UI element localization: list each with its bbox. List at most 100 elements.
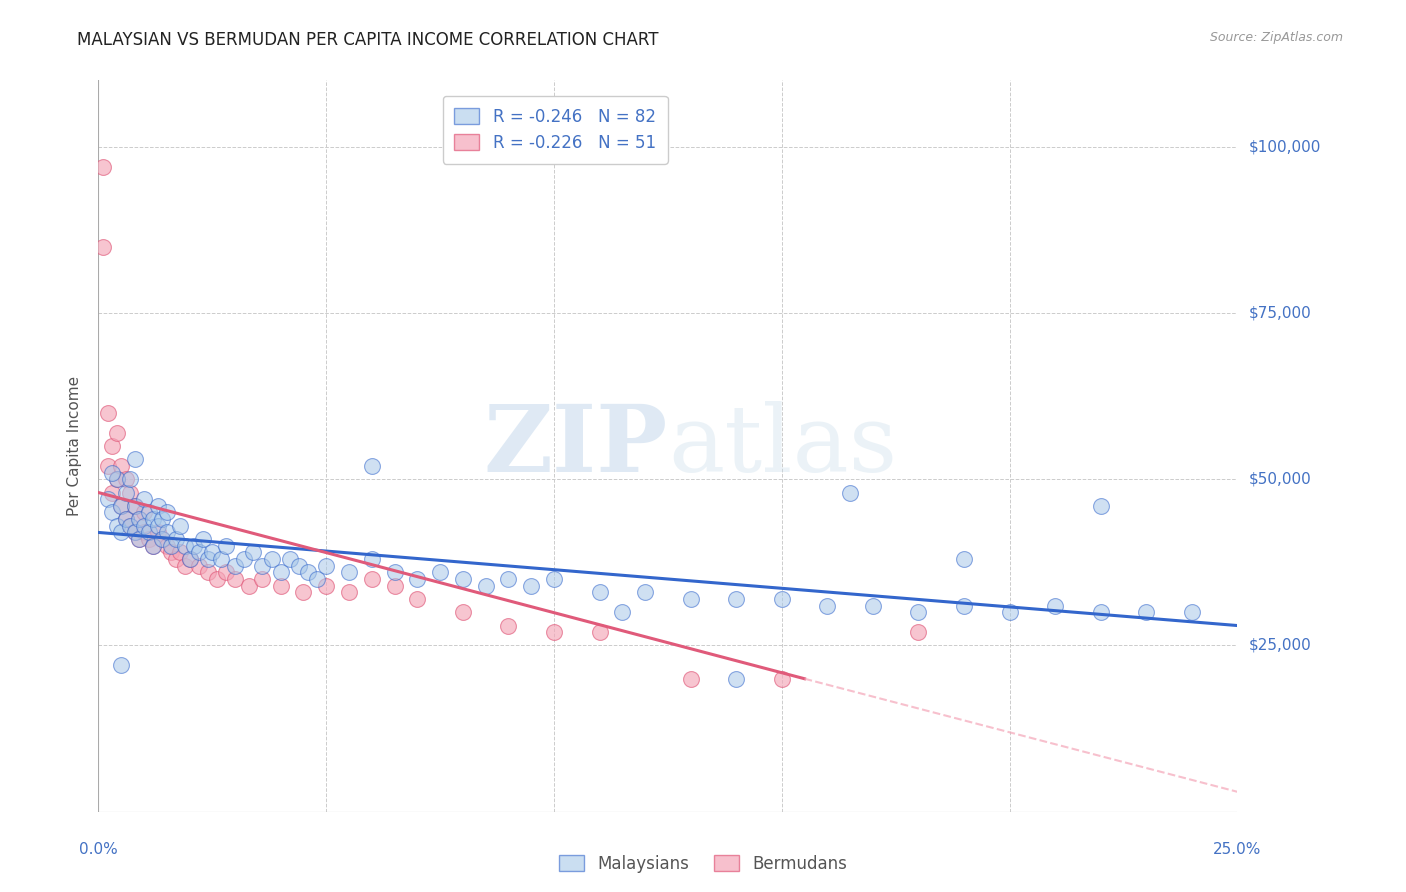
Point bbox=[156, 506, 179, 520]
Point bbox=[114, 485, 136, 500]
Point bbox=[183, 539, 205, 553]
Point bbox=[360, 458, 382, 473]
Point bbox=[132, 506, 155, 520]
Point bbox=[120, 518, 142, 533]
Point bbox=[1135, 605, 1157, 619]
Point bbox=[120, 518, 142, 533]
Point bbox=[101, 466, 124, 480]
Point bbox=[101, 506, 124, 520]
Point bbox=[429, 566, 451, 580]
Point bbox=[770, 591, 793, 606]
Point bbox=[384, 579, 406, 593]
Point bbox=[224, 572, 246, 586]
Point bbox=[201, 545, 224, 559]
Text: $25,000: $25,000 bbox=[1249, 638, 1312, 653]
Point bbox=[209, 552, 232, 566]
Point bbox=[120, 472, 142, 486]
Point bbox=[165, 552, 187, 566]
Point bbox=[252, 572, 274, 586]
Point bbox=[105, 425, 128, 440]
Point bbox=[110, 525, 132, 540]
Point bbox=[520, 579, 543, 593]
Point bbox=[634, 585, 657, 599]
Point bbox=[91, 160, 114, 174]
Point bbox=[953, 552, 976, 566]
Text: atlas: atlas bbox=[668, 401, 897, 491]
Point bbox=[96, 492, 118, 507]
Point bbox=[160, 539, 183, 553]
Point bbox=[150, 512, 173, 526]
Point bbox=[124, 525, 146, 540]
Point bbox=[114, 472, 136, 486]
Point bbox=[725, 672, 748, 686]
Point bbox=[128, 532, 150, 546]
Point bbox=[132, 518, 155, 533]
Point bbox=[224, 558, 246, 573]
Point bbox=[105, 518, 128, 533]
Point bbox=[120, 485, 142, 500]
Point bbox=[156, 539, 179, 553]
Point bbox=[174, 558, 197, 573]
Text: MALAYSIAN VS BERMUDAN PER CAPITA INCOME CORRELATION CHART: MALAYSIAN VS BERMUDAN PER CAPITA INCOME … bbox=[77, 31, 659, 49]
Point bbox=[205, 572, 228, 586]
Point bbox=[679, 591, 702, 606]
Point bbox=[292, 585, 315, 599]
Point bbox=[124, 499, 146, 513]
Point bbox=[128, 512, 150, 526]
Point bbox=[169, 545, 191, 559]
Point bbox=[169, 518, 191, 533]
Point bbox=[337, 566, 360, 580]
Point bbox=[142, 512, 165, 526]
Y-axis label: Per Capita Income: Per Capita Income bbox=[67, 376, 83, 516]
Point bbox=[725, 591, 748, 606]
Text: $100,000: $100,000 bbox=[1249, 139, 1320, 154]
Point bbox=[150, 532, 173, 546]
Point bbox=[179, 552, 201, 566]
Point bbox=[233, 552, 256, 566]
Point bbox=[288, 558, 311, 573]
Text: Source: ZipAtlas.com: Source: ZipAtlas.com bbox=[1209, 31, 1343, 45]
Point bbox=[132, 492, 155, 507]
Point bbox=[215, 539, 238, 553]
Point bbox=[612, 605, 634, 619]
Point bbox=[238, 579, 260, 593]
Point bbox=[128, 512, 150, 526]
Point bbox=[1090, 605, 1112, 619]
Point bbox=[474, 579, 496, 593]
Point bbox=[406, 572, 429, 586]
Point bbox=[110, 499, 132, 513]
Text: 25.0%: 25.0% bbox=[1213, 842, 1261, 857]
Point bbox=[360, 552, 382, 566]
Point bbox=[138, 525, 160, 540]
Point bbox=[110, 499, 132, 513]
Point bbox=[146, 499, 169, 513]
Point bbox=[907, 605, 929, 619]
Point bbox=[197, 552, 219, 566]
Point bbox=[1090, 499, 1112, 513]
Point bbox=[197, 566, 219, 580]
Point bbox=[1043, 599, 1066, 613]
Point bbox=[384, 566, 406, 580]
Point bbox=[187, 545, 209, 559]
Point bbox=[953, 599, 976, 613]
Point bbox=[315, 579, 337, 593]
Point bbox=[839, 485, 862, 500]
Point bbox=[124, 499, 146, 513]
Point bbox=[406, 591, 429, 606]
Point bbox=[114, 512, 136, 526]
Point bbox=[862, 599, 884, 613]
Point bbox=[242, 545, 264, 559]
Point bbox=[451, 605, 474, 619]
Point bbox=[307, 572, 329, 586]
Point bbox=[270, 566, 292, 580]
Point bbox=[105, 472, 128, 486]
Point bbox=[679, 672, 702, 686]
Point bbox=[907, 625, 929, 640]
Point bbox=[815, 599, 838, 613]
Point bbox=[110, 658, 132, 673]
Point bbox=[146, 518, 169, 533]
Point bbox=[297, 566, 319, 580]
Point bbox=[770, 672, 793, 686]
Point bbox=[150, 532, 173, 546]
Point bbox=[160, 545, 183, 559]
